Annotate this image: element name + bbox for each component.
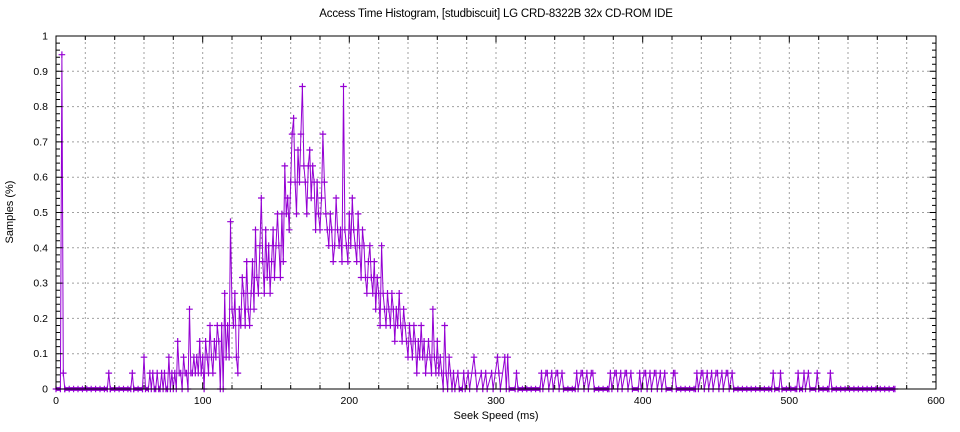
- svg-text:0.5: 0.5: [33, 207, 48, 219]
- series-line: [56, 54, 895, 390]
- svg-text:0.4: 0.4: [33, 242, 48, 254]
- x-axis-label: Seek Speed (ms): [453, 410, 539, 422]
- grid-lines: [57, 37, 935, 388]
- x-tick-labels: 0 100 200 300 400 500 600: [53, 395, 945, 407]
- svg-text:1: 1: [42, 31, 48, 43]
- plot-border: [55, 35, 937, 390]
- svg-text:400: 400: [634, 395, 652, 407]
- svg-text:300: 300: [487, 395, 505, 407]
- svg-text:0.7: 0.7: [33, 136, 48, 148]
- y-tick-labels: 0 0.1 0.2 0.3 0.4 0.5 0.6 0.7 0.8 0.9 1: [33, 31, 48, 396]
- svg-text:100: 100: [194, 395, 212, 407]
- svg-text:0.3: 0.3: [33, 278, 48, 290]
- svg-text:500: 500: [781, 395, 799, 407]
- svg-text:200: 200: [341, 395, 359, 407]
- svg-text:600: 600: [927, 395, 945, 407]
- svg-text:0.9: 0.9: [33, 66, 48, 78]
- svg-text:0: 0: [53, 395, 59, 407]
- series-markers: [52, 51, 899, 393]
- svg-text:0.1: 0.1: [33, 348, 48, 360]
- chart-title: Access Time Histogram, [studbiscuit] LG …: [319, 8, 673, 20]
- axis-ticks: [55, 35, 937, 390]
- svg-text:0.2: 0.2: [33, 313, 48, 325]
- svg-text:0: 0: [42, 384, 48, 396]
- svg-text:0.8: 0.8: [33, 101, 48, 113]
- svg-text:0.6: 0.6: [33, 172, 48, 184]
